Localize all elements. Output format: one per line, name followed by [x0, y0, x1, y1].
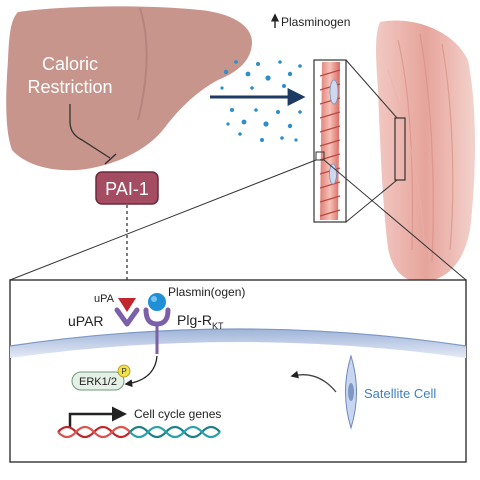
leg-muscle [376, 20, 475, 283]
plasminogen-label: Plasminogen [281, 15, 350, 29]
zoom-line-bottom [345, 179, 398, 223]
phospho-circle [117, 364, 131, 378]
pai1-box [95, 171, 159, 205]
liver-shape [6, 6, 252, 171]
inset-zoom-line-left [9, 159, 317, 281]
upar-receptor [114, 307, 140, 327]
satellite-cell-arrow [290, 370, 337, 393]
inhibition-line-liver [69, 104, 111, 159]
erk-pill [71, 371, 125, 391]
plasminogen-ball-highlight [151, 296, 157, 302]
satellite-cell-label: Satellite Cell [364, 386, 436, 401]
satellite-cell-nucleus [348, 383, 354, 401]
plg-r-subscript: KT [212, 321, 224, 331]
pai1-label: PAI-1 [105, 179, 149, 199]
transcription-arrow [68, 406, 127, 428]
liver-label-line1: Caloric [42, 54, 98, 74]
erk-label: ERK1/2 [79, 376, 117, 388]
phospho-label: P [121, 367, 126, 376]
upa-label: uPA [94, 293, 115, 305]
inhibition-bar [104, 153, 117, 165]
plg-r-label: Plg-RKT [177, 312, 224, 331]
muscle-fiber [319, 62, 341, 220]
cell-cycle-label: Cell cycle genes [134, 407, 221, 421]
upar-label: uPAR [68, 313, 104, 329]
inset-zoom-line-right [323, 159, 467, 281]
plasminogen-inset-label: Plasmin(ogen) [168, 285, 245, 299]
dna-helix [57, 425, 221, 439]
signal-arrow-erk [124, 355, 158, 388]
inset-box [9, 279, 467, 463]
leg-zoom-box [394, 117, 406, 181]
liver-label-line2: Restriction [27, 77, 112, 97]
upa-triangle [118, 298, 136, 312]
fiber-zoom-box [315, 151, 325, 161]
cell-membrane [10, 329, 466, 358]
plasminogen-dots [220, 60, 302, 142]
zoom-line-top [345, 59, 398, 119]
plasminogen-ball [148, 293, 166, 311]
